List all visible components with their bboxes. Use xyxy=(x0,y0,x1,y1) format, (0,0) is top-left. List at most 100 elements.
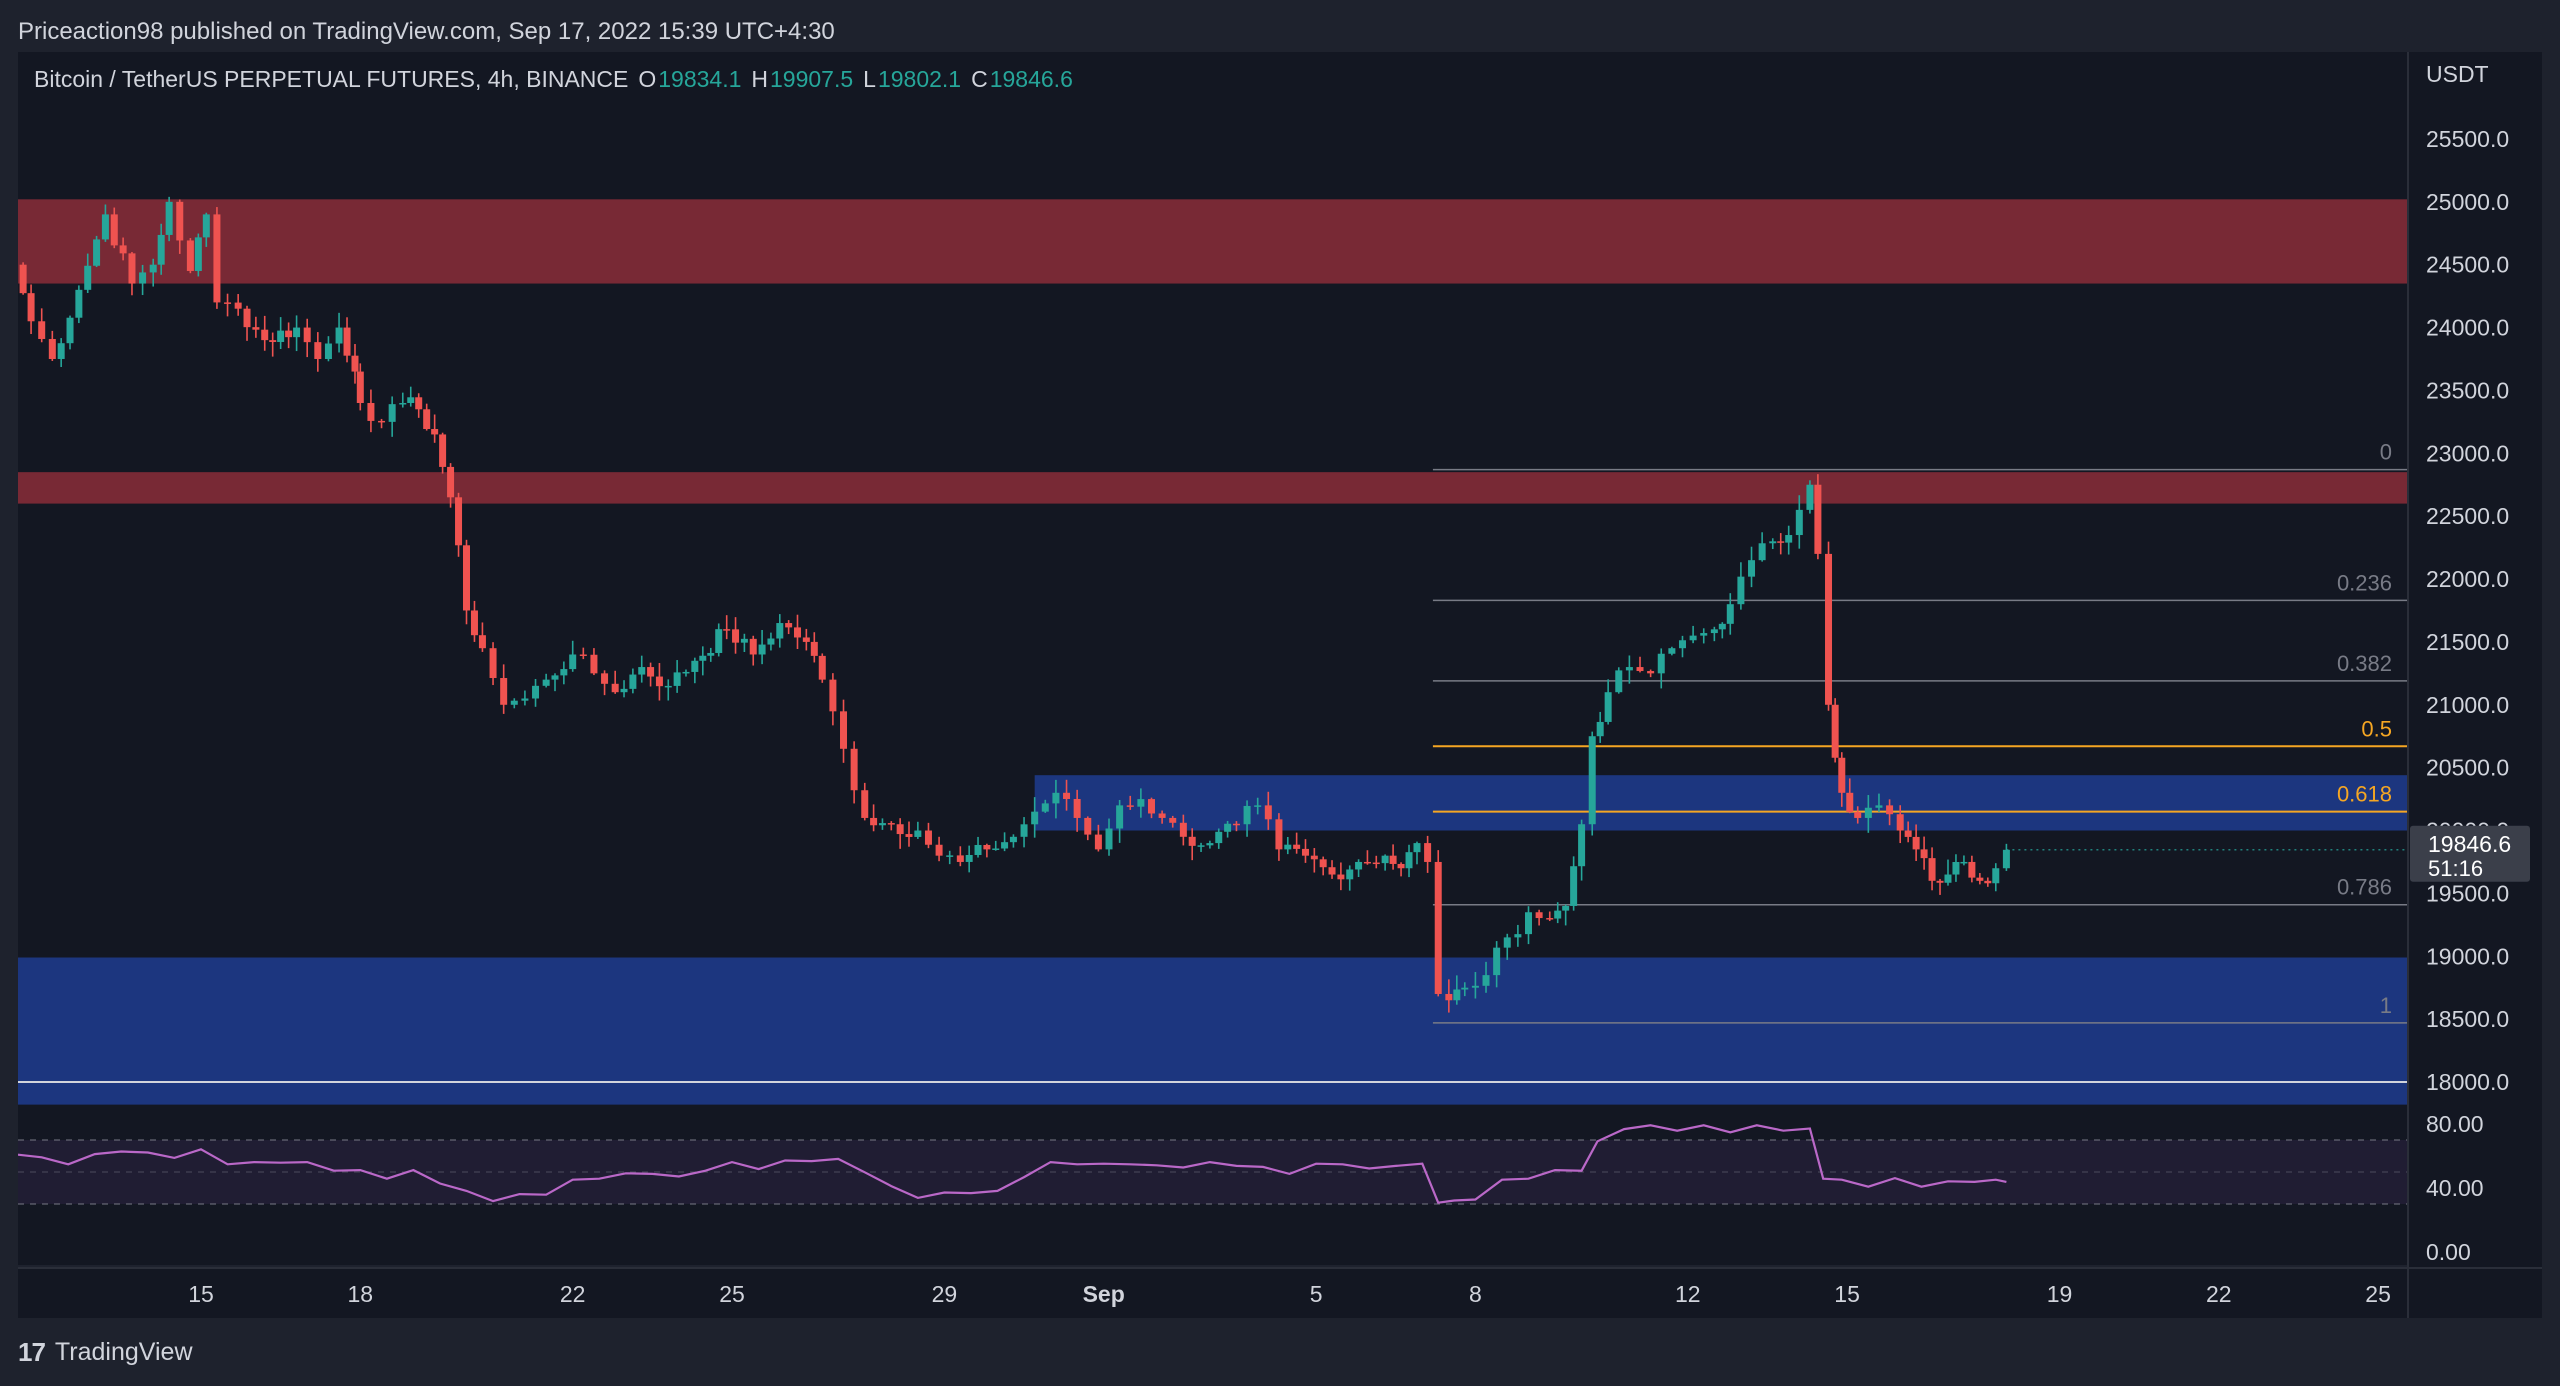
candle-body xyxy=(439,434,447,467)
candle-body xyxy=(1232,823,1240,826)
candle-body xyxy=(887,823,895,825)
candle-body xyxy=(1806,484,1814,510)
candle-body xyxy=(1968,861,1976,878)
price-tick-label: 21500.0 xyxy=(2426,629,2509,655)
candle-body xyxy=(500,678,508,705)
candle-body xyxy=(785,623,793,628)
low-value-group: L 19802.1 xyxy=(863,66,961,93)
candle-body xyxy=(1928,858,1936,881)
candle-body xyxy=(682,671,690,674)
candle-body xyxy=(1596,721,1604,737)
price-tag-box xyxy=(2410,825,2530,882)
candle-body xyxy=(1188,836,1196,846)
time-tick-label: 29 xyxy=(932,1281,958,1307)
candle-body xyxy=(1275,819,1283,850)
candle-body xyxy=(1215,831,1223,844)
candle-body xyxy=(423,409,431,430)
candle-body xyxy=(629,674,637,689)
close-value: 19846.6 xyxy=(989,66,1073,92)
candle-body xyxy=(335,327,343,344)
candle-body xyxy=(1944,874,1952,883)
candle-body xyxy=(1562,905,1570,911)
candle-body xyxy=(1126,805,1134,807)
symbol-name: Bitcoin / TetherUS PERPETUAL FUTURES, 4h… xyxy=(34,66,629,92)
candle-body xyxy=(1224,823,1232,832)
candle-body xyxy=(1413,843,1421,853)
price-tick-label: 25500.0 xyxy=(2426,126,2509,152)
candle-body xyxy=(510,700,518,705)
candle-body xyxy=(1886,805,1894,815)
price-tick-label: 18000.0 xyxy=(2426,1069,2509,1095)
candle-body xyxy=(1554,910,1562,919)
candle-body xyxy=(1063,792,1071,799)
price-tag-countdown: 51:16 xyxy=(2428,856,2483,881)
time-tick-label: 25 xyxy=(719,1281,745,1307)
open-label: O xyxy=(638,66,657,92)
price-tick-label: 24000.0 xyxy=(2426,315,2509,341)
candle-body xyxy=(19,264,27,294)
candle-body xyxy=(1748,560,1756,577)
candle-body xyxy=(861,790,869,818)
candle-body xyxy=(1105,828,1113,850)
candle-body xyxy=(1424,843,1432,862)
candle-body xyxy=(829,679,837,712)
candle-body xyxy=(1254,805,1262,807)
candle-body xyxy=(707,652,715,656)
fib-label-2: 0.382 xyxy=(2337,651,2392,676)
candle-body xyxy=(243,308,251,328)
candle-body xyxy=(252,327,260,330)
candle-body xyxy=(1052,792,1060,804)
candle-body xyxy=(1434,861,1442,994)
candle-body xyxy=(740,638,748,643)
tradingview-brand: TradingView xyxy=(54,1337,193,1366)
resistance-zone-1 xyxy=(18,472,2408,504)
time-tick-label: 15 xyxy=(1834,1281,1860,1307)
candle-body xyxy=(601,673,609,684)
candle-body xyxy=(1009,836,1017,843)
candle-body xyxy=(431,429,439,435)
candle-body xyxy=(1001,842,1009,849)
price-tick-label: 23500.0 xyxy=(2426,377,2509,403)
candle-body xyxy=(1453,989,1461,1001)
candle-body xyxy=(447,466,455,498)
candle-body xyxy=(647,667,655,677)
candle-body xyxy=(128,253,136,284)
candle-body xyxy=(715,629,723,653)
fib-label-6: 1 xyxy=(2380,993,2392,1018)
time-tick-label: 12 xyxy=(1675,1281,1701,1307)
price-tick-label: 25000.0 xyxy=(2426,189,2509,215)
candle-body xyxy=(277,330,285,342)
candles-layer xyxy=(19,196,2408,1013)
candle-body xyxy=(1854,811,1862,818)
candle-body xyxy=(1310,855,1318,860)
footer[interactable]: 17 TradingView xyxy=(18,1324,193,1380)
candle-body xyxy=(139,272,147,284)
candle-body xyxy=(1777,541,1785,543)
high-label: H xyxy=(751,66,769,92)
time-tick-label: 8 xyxy=(1469,1281,1482,1307)
candle-body xyxy=(1726,604,1734,624)
candle-body xyxy=(560,669,568,676)
candle-body xyxy=(1864,807,1872,818)
candle-body xyxy=(1546,918,1554,920)
candle-body xyxy=(1758,543,1766,561)
candle-body xyxy=(1976,877,1984,881)
time-tick-label: 15 xyxy=(188,1281,214,1307)
candle-body xyxy=(590,654,598,674)
high-value-group: H 19907.5 xyxy=(751,66,853,93)
price-tick-label: 19500.0 xyxy=(2426,880,2509,906)
candle-body xyxy=(870,817,878,826)
price-tick-label: 22500.0 xyxy=(2426,503,2509,529)
candle-body xyxy=(1769,541,1777,544)
candle-body xyxy=(1920,849,1928,859)
chart-frame[interactable]: 0 0.236 0.382 0.5 0.618 0.786 1 USDT 25500.0 250… xyxy=(18,52,2542,1318)
candle-body xyxy=(946,855,954,857)
candle-body xyxy=(1020,824,1028,837)
time-tick-label: 18 xyxy=(348,1281,374,1307)
candle-body xyxy=(1461,987,1469,990)
price-tick-label: 20500.0 xyxy=(2426,755,2509,781)
candle-body xyxy=(521,698,529,701)
candle-body xyxy=(1795,509,1803,536)
candle-body xyxy=(1243,805,1251,825)
